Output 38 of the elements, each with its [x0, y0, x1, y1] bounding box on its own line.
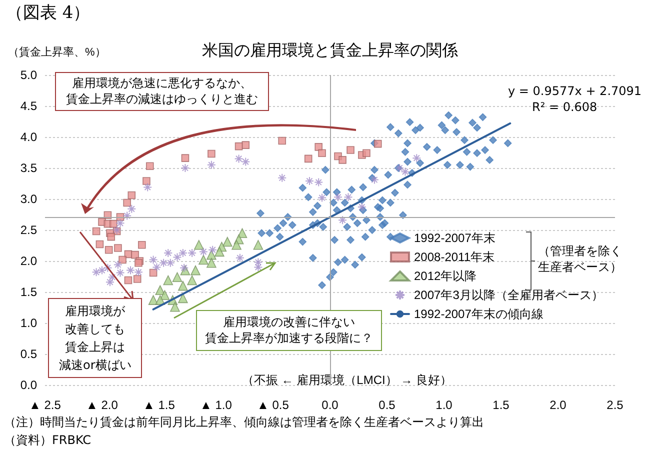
y-tick-label: 1.5 — [20, 285, 38, 299]
annotation: 雇用環境が急速に悪化するなか、賃金上昇率の減速はゆっくりと進む — [55, 72, 269, 112]
x-tick-label: 2.0 — [550, 398, 567, 412]
y-tick-label: 5.0 — [20, 68, 38, 82]
legend-label: 2012年以降 — [414, 269, 477, 283]
x-tick-label: ▲ 1.5 — [143, 398, 176, 412]
y-axis-title: （賃金上昇率、%） — [8, 46, 106, 58]
text: （図表 4） — [6, 2, 90, 24]
y-tick-label: 4.5 — [20, 99, 38, 113]
y-tick-label: 0.0 — [20, 378, 38, 392]
annotation: y = 0.9577x + 2.7091 — [508, 84, 642, 100]
y-tick-label: 2.5 — [20, 223, 38, 237]
annotation: 雇用環境が改善しても賃金上昇は減速or横ばい — [48, 298, 142, 378]
x-tick-label: 1.5 — [492, 398, 510, 412]
y-tick-label: 1.0 — [20, 316, 38, 330]
x-tick-label: 0.5 — [378, 398, 396, 412]
legend-label: 2008-2011年末 — [414, 250, 494, 264]
annotation: R² = 0.608 — [532, 100, 598, 116]
y-tick-label: 4.0 — [20, 130, 38, 144]
y-tick-label: 3.5 — [20, 161, 38, 175]
legend-label: 2007年3月以降（全雇用者ベース） — [414, 288, 604, 302]
annotation: （管理者を除く生産者ベース） — [538, 244, 622, 276]
x-tick-label: 1.0 — [436, 398, 453, 412]
x-tick-label: ▲ 2.5 — [29, 398, 62, 412]
text: （資料）FRBKC — [4, 433, 92, 449]
text: （注）時間当たり賃金は前年同月比上昇率、傾向線は管理者を除く生産者ベースより算出 — [4, 415, 484, 431]
x-tick-label: ▲ 2.0 — [86, 398, 118, 412]
x-tick-label: ▲ 0.5 — [257, 398, 290, 412]
x-tick-label: 0.0 — [322, 398, 339, 412]
x-tick-label: ▲ 1.0 — [200, 398, 232, 412]
x-tick-label: 2.5 — [606, 398, 624, 412]
y-tick-label: 2.0 — [20, 254, 38, 268]
legend-label: 1992-2007年末の傾向線 — [414, 307, 544, 321]
y-tick-label: 0.5 — [20, 347, 38, 361]
legend-label: 1992-2007年末 — [414, 231, 496, 245]
chart-title: 米国の雇用環境と賃金上昇率の関係 — [202, 42, 458, 60]
y-tick-label: 3.0 — [20, 192, 38, 206]
annotation: 雇用環境の改善に伴ない賃金上昇率が加速する段階に？ — [196, 310, 382, 352]
